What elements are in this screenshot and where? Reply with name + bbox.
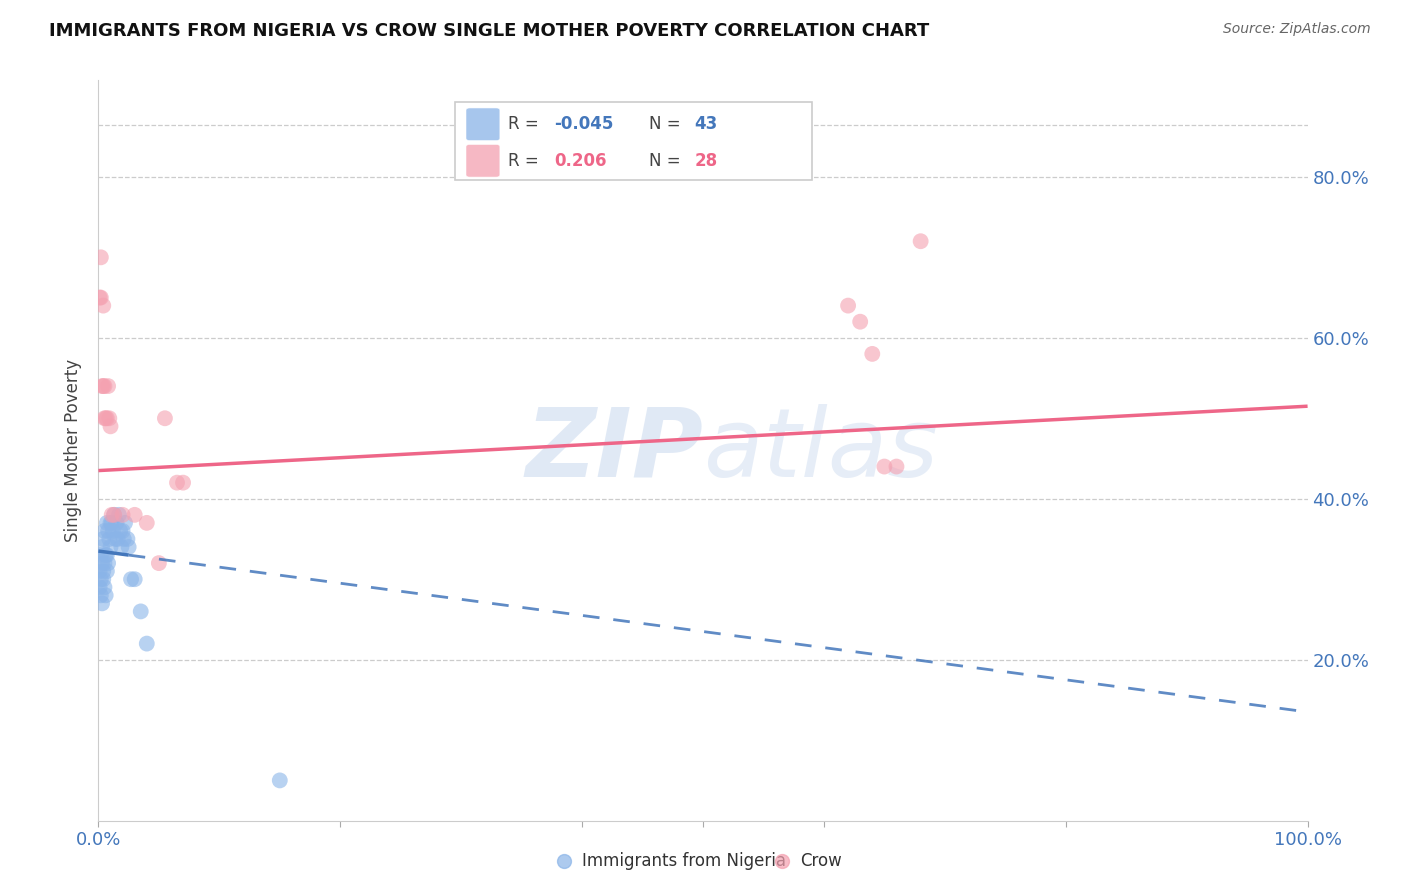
- Point: [153, 411, 176, 425]
- Point: [100, 516, 122, 530]
- Text: Immigrants from Nigeria: Immigrants from Nigeria: [582, 853, 786, 871]
- Text: N =: N =: [648, 152, 686, 169]
- Point: [108, 524, 131, 538]
- Point: [873, 459, 896, 474]
- Text: R =: R =: [509, 152, 544, 169]
- Text: ZIP: ZIP: [524, 404, 703, 497]
- Point: [120, 572, 142, 586]
- Point: [129, 604, 152, 618]
- Point: [104, 532, 127, 546]
- Point: [91, 379, 114, 393]
- Point: [90, 548, 112, 562]
- Point: [111, 524, 134, 538]
- Point: [135, 637, 157, 651]
- Point: [111, 508, 134, 522]
- Text: R =: R =: [509, 115, 544, 133]
- Point: [860, 347, 883, 361]
- Point: [108, 508, 131, 522]
- Point: [837, 299, 859, 313]
- Text: Crow: Crow: [800, 853, 841, 871]
- Point: [135, 516, 157, 530]
- Point: [90, 588, 112, 602]
- Point: [96, 564, 118, 578]
- Point: [91, 299, 114, 313]
- Y-axis label: Single Mother Poverty: Single Mother Poverty: [65, 359, 83, 542]
- Point: [89, 564, 111, 578]
- Point: [91, 572, 114, 586]
- Text: atlas: atlas: [703, 404, 938, 497]
- Point: [97, 379, 120, 393]
- Point: [849, 315, 872, 329]
- Point: [97, 524, 120, 538]
- Point: [107, 532, 129, 546]
- Text: 28: 28: [695, 152, 717, 169]
- Point: [90, 250, 112, 264]
- Text: Source: ZipAtlas.com: Source: ZipAtlas.com: [1223, 22, 1371, 37]
- Point: [100, 508, 122, 522]
- Point: [96, 411, 118, 425]
- Point: [89, 291, 111, 305]
- Point: [91, 564, 114, 578]
- Point: [124, 508, 146, 522]
- Point: [166, 475, 188, 490]
- Text: N =: N =: [648, 115, 686, 133]
- Point: [100, 419, 122, 434]
- Point: [93, 524, 115, 538]
- Point: [93, 556, 115, 570]
- Point: [96, 548, 118, 562]
- Text: IMMIGRANTS FROM NIGERIA VS CROW SINGLE MOTHER POVERTY CORRELATION CHART: IMMIGRANTS FROM NIGERIA VS CROW SINGLE M…: [49, 22, 929, 40]
- Text: -0.045: -0.045: [554, 115, 613, 133]
- Point: [93, 379, 115, 393]
- Point: [93, 580, 115, 594]
- Point: [91, 379, 114, 393]
- Point: [91, 596, 114, 610]
- Point: [100, 516, 122, 530]
- Point: [91, 540, 114, 554]
- FancyBboxPatch shape: [456, 103, 811, 180]
- Point: [100, 540, 122, 554]
- Point: [114, 516, 136, 530]
- Point: [269, 773, 291, 788]
- Point: [94, 548, 117, 562]
- Point: [103, 508, 125, 522]
- Point: [91, 556, 114, 570]
- Point: [94, 588, 117, 602]
- Point: [105, 516, 128, 530]
- Point: [112, 532, 135, 546]
- Point: [172, 475, 194, 490]
- Point: [103, 508, 125, 522]
- Point: [97, 556, 120, 570]
- FancyBboxPatch shape: [465, 108, 501, 141]
- Point: [110, 540, 132, 554]
- Point: [91, 532, 114, 546]
- Text: 43: 43: [695, 115, 718, 133]
- Point: [117, 532, 139, 546]
- Point: [90, 291, 112, 305]
- Point: [98, 411, 121, 425]
- Point: [553, 858, 575, 872]
- Point: [93, 411, 115, 425]
- Point: [98, 532, 121, 546]
- Point: [886, 459, 908, 474]
- Point: [124, 572, 146, 586]
- Point: [90, 572, 112, 586]
- Point: [770, 858, 793, 872]
- Point: [89, 580, 111, 594]
- Point: [94, 411, 117, 425]
- Point: [96, 516, 118, 530]
- Text: 0.206: 0.206: [554, 152, 607, 169]
- Point: [118, 540, 141, 554]
- FancyBboxPatch shape: [465, 145, 501, 178]
- Point: [148, 556, 170, 570]
- Point: [101, 524, 124, 538]
- Point: [910, 234, 932, 248]
